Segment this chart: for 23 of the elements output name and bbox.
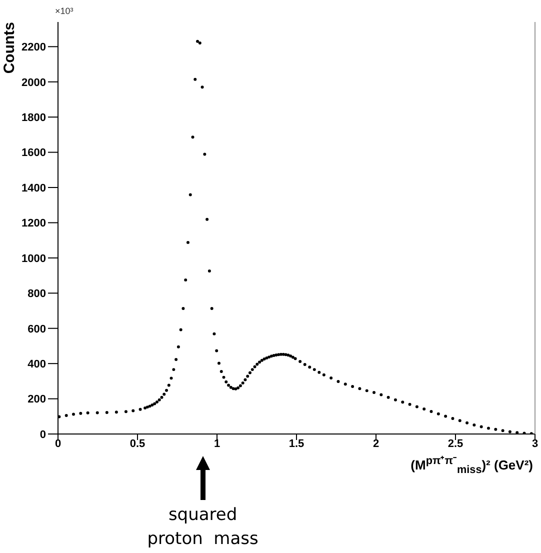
y-tick-label: 200 <box>28 394 46 406</box>
y-tick-label: 1400 <box>22 182 46 194</box>
x-tick-label: 1.5 <box>288 438 304 450</box>
y-tick-label: 1800 <box>22 112 46 124</box>
y-tick-label: 2000 <box>22 76 46 89</box>
x-tick-label: 3 <box>532 438 538 450</box>
x-tick-label: 2 <box>372 438 380 450</box>
x-tick-label: 0.5 <box>130 438 146 450</box>
y-tick-label: 1200 <box>22 218 46 230</box>
x-axis-title: (M$^{pπ⁺π⁻}$$_{miss}$)² (GeV²) <box>410 454 533 476</box>
x-tick-label: 0 <box>54 438 62 450</box>
y-tick-label: 800 <box>28 288 46 300</box>
text: squared proton mass <box>146 504 260 551</box>
y-tick-label: 2200 <box>22 42 46 54</box>
text: ×10³ <box>55 6 74 16</box>
y-tick-label: 1600 <box>22 147 46 160</box>
y-tick-label: 1000 <box>22 252 46 265</box>
x-tick-label: 2.5 <box>448 438 464 450</box>
y-tick-label: 0 <box>40 428 46 441</box>
y-tick-label: 400 <box>28 358 46 370</box>
x-tick-label: 1 <box>214 438 220 450</box>
y-tick-label: 600 <box>28 323 46 336</box>
y-axis-title: Counts <box>1 22 18 74</box>
